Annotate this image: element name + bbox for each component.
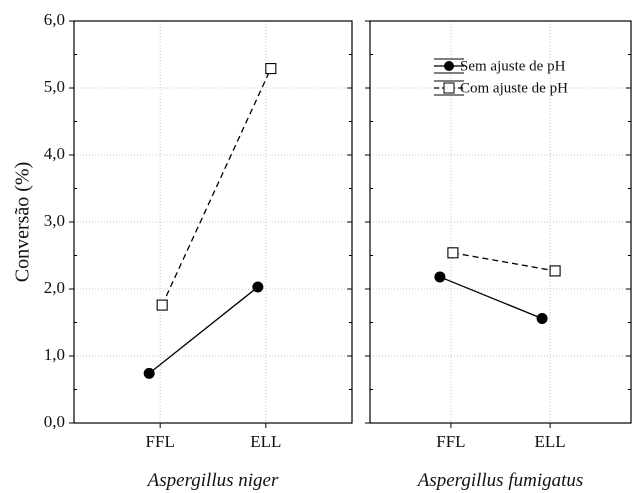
data-point — [156, 299, 168, 311]
legend-item: Sem ajuste de pH — [434, 58, 566, 74]
data-point — [252, 281, 264, 293]
y-tick-label: 0,0 — [44, 412, 65, 431]
y-axis-title: Conversão (%) — [12, 162, 34, 283]
panel-right: FFL ELL Aspergillus fumigatus — [365, 20, 632, 491]
legend-marker — [444, 61, 454, 71]
series-line — [452, 252, 556, 272]
legend-label: Com ajuste de pH — [460, 80, 568, 96]
x-category-label: FFL — [146, 432, 175, 451]
panel-title: Aspergillus fumigatus — [416, 470, 584, 491]
legend-marker — [443, 82, 455, 94]
y-tick-label: 3,0 — [44, 211, 65, 230]
y-tick-label: 5,0 — [44, 77, 65, 96]
y-tick-label: 4,0 — [44, 144, 65, 163]
x-category-label: ELL — [535, 432, 566, 451]
y-tick-label: 2,0 — [44, 278, 65, 297]
x-category-label: FFL — [436, 432, 465, 451]
series-line — [148, 286, 259, 374]
data-point — [549, 265, 561, 277]
data-point — [536, 312, 548, 324]
data-point — [265, 63, 277, 75]
x-category-label: ELL — [250, 432, 281, 451]
legend: Sem ajuste de pH Com ajuste de pH — [434, 58, 568, 96]
data-point — [447, 247, 459, 259]
y-tick-label: 6,0 — [44, 10, 65, 29]
data-point — [434, 271, 446, 283]
y-tick-label: 1,0 — [44, 345, 65, 364]
legend-label: Sem ajuste de pH — [460, 58, 566, 74]
series-line — [439, 276, 543, 320]
panel-title: Aspergillus niger — [146, 470, 279, 491]
legend-item: Com ajuste de pH — [434, 80, 568, 96]
series-line — [161, 68, 272, 306]
data-point — [143, 367, 155, 379]
panel-left: 0,0 1,0 2,0 3,0 4,0 5,0 6,0 FFL ELL Aspergillus n… — [44, 10, 353, 491]
